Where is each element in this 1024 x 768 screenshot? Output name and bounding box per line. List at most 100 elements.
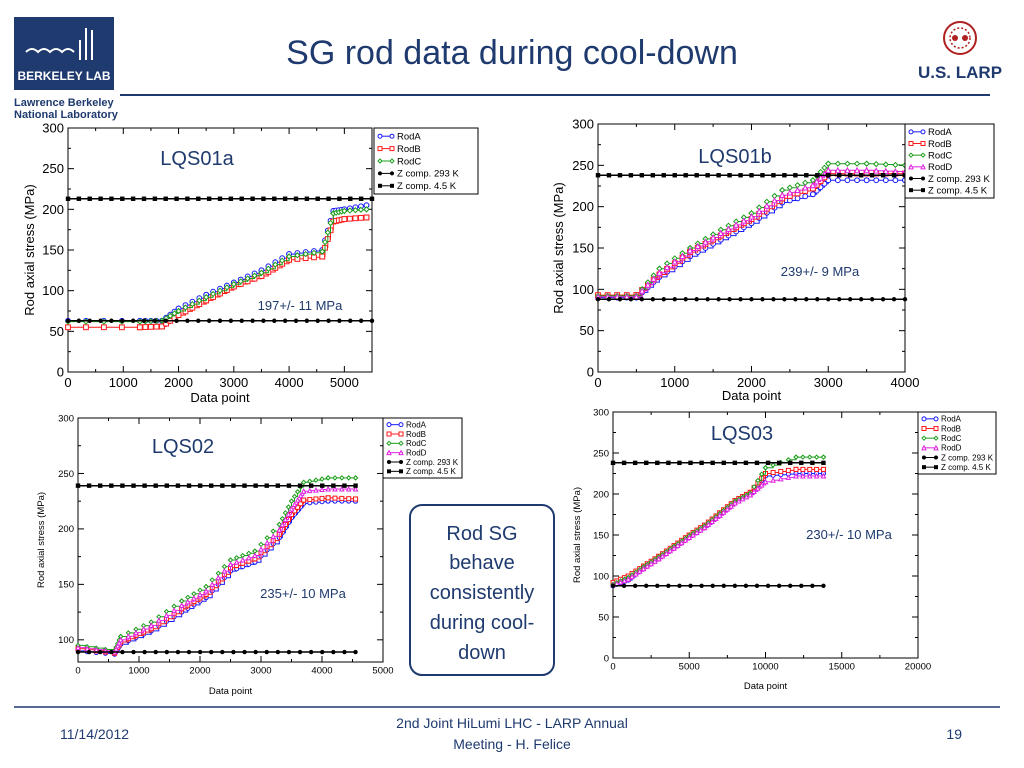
legend-box [382, 417, 463, 479]
y-axis-label: Rod axial stress (MPa) [572, 487, 583, 583]
data-point [153, 323, 160, 330]
x-tick-label: 4000 [275, 375, 304, 390]
chart-lqs03: 0 50 100 150 200 250 300 0 5000 10000 15000 20000 Da… [572, 407, 997, 692]
data-point [656, 269, 663, 276]
data-point [683, 297, 688, 302]
data-point [272, 261, 279, 268]
data-point [308, 649, 314, 655]
data-point [113, 645, 119, 652]
data-point [639, 297, 645, 302]
data-point [644, 281, 652, 288]
data-point [655, 460, 660, 466]
x-axis-label: Data point [744, 681, 788, 692]
data-point [661, 173, 666, 178]
data-point [120, 318, 125, 323]
data-point [873, 167, 880, 174]
data-point [621, 583, 627, 589]
data-point [909, 188, 913, 193]
data-point [98, 483, 103, 488]
data-point [844, 177, 851, 184]
data-point [348, 196, 353, 201]
data-point [275, 649, 281, 655]
data-point [655, 583, 660, 589]
legend-item: RodD [921, 444, 962, 453]
data-point [239, 196, 244, 201]
footer-date: 11/14/2012 [60, 726, 129, 742]
data-point [346, 207, 353, 214]
data-point [337, 196, 342, 201]
data-point [399, 469, 403, 474]
data-point [209, 649, 214, 655]
data-point [223, 284, 231, 291]
data-point [118, 324, 125, 331]
data-point [228, 318, 234, 323]
data-point [279, 521, 286, 528]
data-point [837, 173, 842, 178]
y-tick-label: 250 [593, 448, 609, 459]
data-point [133, 629, 139, 636]
data-point [398, 422, 404, 428]
data-point [185, 318, 190, 323]
legend-label: Z comp. 4.5 K [941, 463, 991, 472]
footer-page-number: 19 [946, 726, 962, 742]
data-point [770, 462, 776, 468]
data-point [300, 479, 307, 486]
data-point [793, 454, 799, 460]
data-point [342, 483, 347, 488]
data-point [771, 196, 778, 204]
data-point [196, 318, 201, 323]
data-point [153, 649, 158, 655]
data-point [189, 300, 196, 308]
data-point [755, 477, 761, 484]
data-point [231, 649, 236, 655]
data-point [221, 567, 228, 574]
data-point [732, 221, 740, 228]
data-point [629, 573, 635, 580]
data-point [307, 497, 313, 503]
data-point [648, 560, 654, 567]
data-point [300, 488, 307, 494]
data-point [242, 649, 247, 655]
data-point [834, 177, 841, 184]
data-point [882, 177, 889, 184]
data-point [650, 173, 656, 178]
legend-item: RodC [386, 439, 427, 448]
series-z-comp-4-5-k [65, 196, 375, 201]
data-point [705, 173, 710, 178]
data-point [804, 297, 809, 302]
y-tick-label: 0 [604, 653, 609, 664]
legend-label: RodA [406, 420, 427, 429]
data-point [231, 483, 236, 488]
data-point [716, 173, 721, 178]
data-point [377, 133, 383, 139]
x-tick-label: 3000 [219, 375, 248, 390]
data-point [293, 318, 299, 323]
data-point [793, 466, 799, 472]
data-point [713, 515, 719, 521]
data-point [141, 196, 147, 201]
data-point [377, 158, 383, 164]
data-point [301, 497, 307, 503]
data-point [216, 287, 224, 294]
callout-box: Rod SG behave consistently during cool- … [409, 504, 555, 676]
data-point [227, 561, 234, 567]
data-point [295, 504, 301, 510]
data-point [933, 416, 939, 422]
data-point [934, 455, 938, 460]
data-point [820, 472, 827, 479]
data-point [184, 598, 191, 605]
data-point [175, 307, 182, 315]
series-z-comp-293-k [610, 583, 826, 589]
data-point [320, 649, 325, 655]
data-point [921, 426, 927, 431]
data-point [710, 583, 715, 589]
logo-box [14, 17, 114, 90]
data-point [186, 649, 192, 655]
callout-line-5: down [458, 642, 506, 664]
data-point [858, 297, 864, 302]
y-tick-label: 50 [580, 323, 594, 338]
data-point [250, 318, 255, 323]
data-point [672, 297, 677, 302]
y-axis-label: Rod axial stress (MPa) [36, 492, 47, 588]
legend-label: RodC [397, 156, 421, 167]
